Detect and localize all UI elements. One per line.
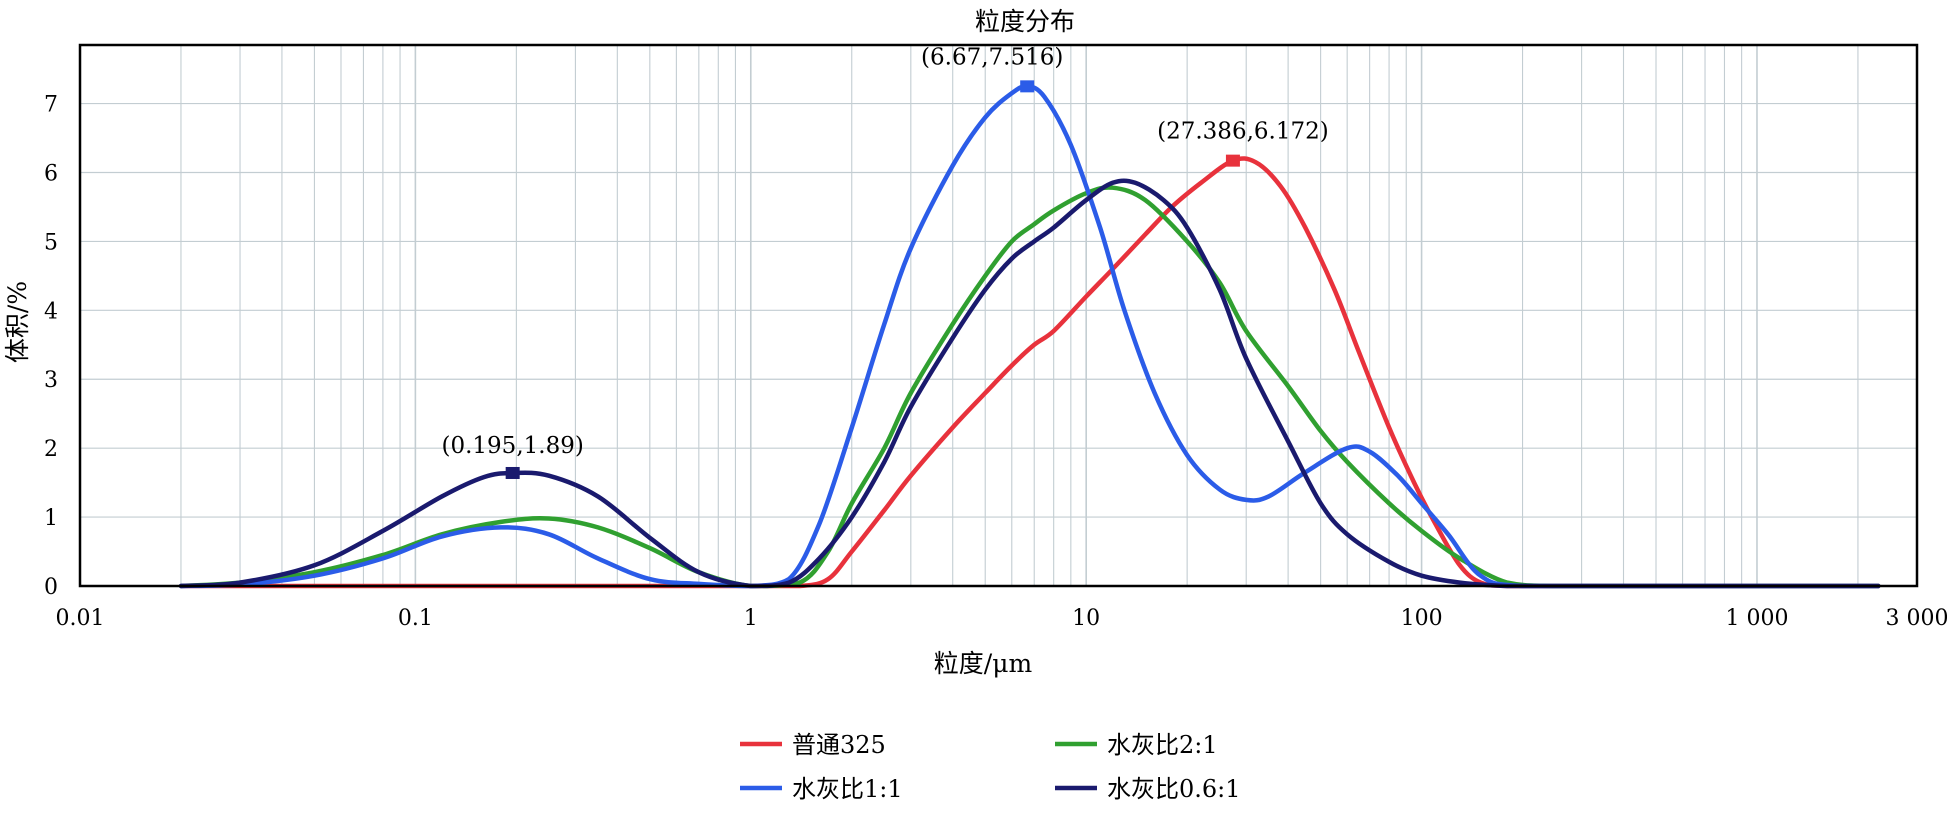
x-tick-label: 0.1 xyxy=(398,606,433,631)
peak-marker xyxy=(1020,80,1035,93)
y-tick-label: 3 xyxy=(44,368,58,393)
peak-marker xyxy=(1225,154,1240,167)
y-tick-label: 1 xyxy=(44,506,58,531)
legend-label: 水灰比2:1 xyxy=(1107,731,1218,759)
x-tick-label: 1 xyxy=(744,606,758,631)
peak-markers xyxy=(505,80,1240,479)
x-tick-label: 3 000 xyxy=(1886,606,1947,631)
peak-marker xyxy=(505,466,520,479)
y-tick-label: 5 xyxy=(44,230,58,255)
y-axis-title: 体积/% xyxy=(3,281,32,363)
x-tick-label: 100 xyxy=(1401,606,1443,631)
legend-label: 普通325 xyxy=(792,731,886,759)
chart-title: 粒度分布 xyxy=(975,7,1075,36)
data-series xyxy=(178,84,1881,589)
series-ratio-2-1-line xyxy=(178,185,1881,589)
peak-annotation: (6.67,7.516) xyxy=(921,44,1063,70)
y-tick-label: 4 xyxy=(44,299,58,324)
legend-label: 水灰比1:1 xyxy=(792,775,903,803)
plot-frame xyxy=(78,43,1919,588)
y-tick-label: 7 xyxy=(44,93,58,118)
y-tick-label: 6 xyxy=(44,161,58,186)
annotations: (0.195,1.89) (6.67,7.516) (27.386,6.172) xyxy=(442,44,1329,459)
x-tick-label: 0.01 xyxy=(56,606,105,631)
series-ratio-0.6-1-line xyxy=(178,178,1881,589)
x-tick-labels: 0.01 0.1 1 10 100 1 000 3 000 xyxy=(56,606,1947,631)
grid-lines xyxy=(80,45,1917,586)
y-tick-labels: 0 1 2 3 4 5 6 7 xyxy=(44,93,58,600)
peak-annotation: (27.386,6.172) xyxy=(1157,119,1329,145)
legend: 普通325 水灰比2:1 水灰比1:1 水灰比0.6:1 xyxy=(740,731,1241,803)
x-axis-title: 粒度/μm xyxy=(934,649,1033,678)
y-tick-label: 2 xyxy=(44,437,58,462)
y-tick-label: 0 xyxy=(44,575,58,600)
peak-annotation: (0.195,1.89) xyxy=(442,433,584,459)
x-tick-label: 1 000 xyxy=(1725,606,1788,631)
series-ratio-1-1-line xyxy=(178,84,1881,589)
legend-label: 水灰比0.6:1 xyxy=(1107,775,1241,803)
x-tick-label: 10 xyxy=(1072,606,1100,631)
